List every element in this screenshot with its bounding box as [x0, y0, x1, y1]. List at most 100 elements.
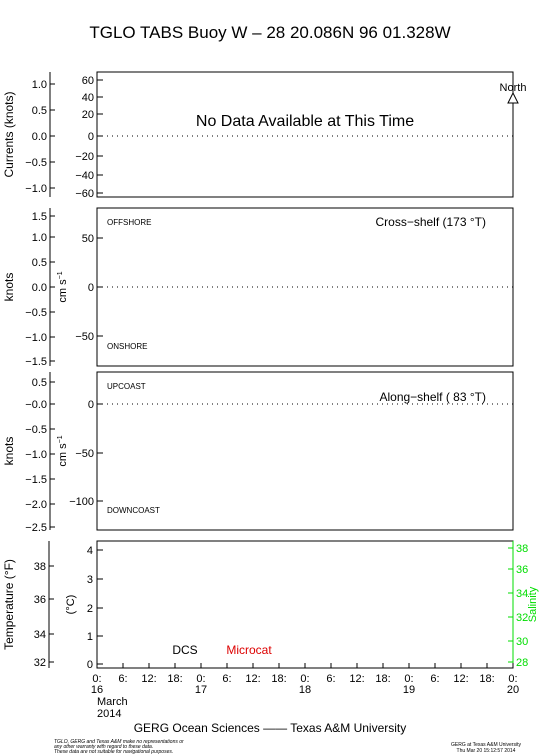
inner-y-label-sup: −1 [57, 435, 64, 443]
left-tick-label: 38 [34, 561, 46, 573]
x-day-label: 17 [195, 684, 207, 696]
salinity-tick-label: 38 [516, 543, 528, 555]
plot-frame [96, 71, 514, 198]
plot-frame [96, 540, 514, 669]
bottom-direction-label: DOWNCOAST [107, 506, 160, 515]
legend-microcat: Microcat [226, 643, 272, 657]
inner-tick-label: 2 [87, 603, 93, 615]
inner-y-label-unit: cm s [57, 443, 69, 467]
footer-credit: GERG Ocean Sciences —— Texas A&M Univers… [134, 721, 407, 735]
left-tick-label: −0.5 [25, 307, 47, 319]
inner-tick-label: 0 [88, 399, 94, 411]
left-tick-label: −0.5 [25, 424, 47, 436]
inner-tick-label: −100 [69, 496, 94, 508]
left-tick-label: 1.0 [32, 79, 47, 91]
disclaimer-line: TGLO, GERG and Texas A&M make no represe… [54, 739, 184, 745]
x-hour-label: 0: [92, 673, 101, 685]
salinity-tick-label: 30 [516, 636, 528, 648]
plot-frame [96, 371, 514, 531]
x-hour-label: 6: [326, 673, 335, 685]
inner-tick-label: 0 [87, 659, 93, 671]
x-day-label: 20 [507, 684, 519, 696]
x-day-label: 16 [91, 684, 103, 696]
y-axis-label: knots [2, 437, 16, 466]
inner-tick-label: −20 [75, 151, 94, 163]
left-tick-label: −0.0 [25, 399, 47, 411]
salinity-tick-label: 34 [516, 588, 528, 600]
left-tick-label: −2.0 [25, 499, 47, 511]
inner-tick-label: 0 [88, 282, 94, 294]
x-hour-label: 12: [453, 673, 468, 685]
x-month-label: March [97, 696, 128, 708]
north-arrow-icon [507, 91, 519, 104]
x-hour-label: 12: [141, 673, 156, 685]
x-hour-label: 0: [508, 673, 517, 685]
x-hour-label: 12: [349, 673, 364, 685]
inner-y-label: (°C) [65, 595, 77, 615]
inner-tick-label: 50 [82, 233, 94, 245]
panel-annotation: Cross−shelf (173 °T) [375, 215, 486, 229]
left-tick-label: 0.0 [32, 282, 47, 294]
stamp-line: Thu Mar 20 15:12:57 2014 [457, 748, 516, 754]
inner-tick-label: −50 [75, 331, 94, 343]
left-tick-label: 32 [34, 657, 46, 669]
left-tick-label: −1.5 [25, 356, 47, 368]
x-hour-label: 18: [375, 673, 390, 685]
left-tick-label: 36 [34, 594, 46, 606]
left-tick-label: 0.0 [32, 131, 47, 143]
disclaimer-text: TGLO, GERG and Texas A&M make no represe… [54, 739, 184, 755]
disclaimer-line: These data are not suitable for navigati… [54, 749, 173, 755]
salinity-tick-label: 28 [516, 657, 528, 669]
inner-tick-label: 20 [82, 109, 94, 121]
left-tick-label: 0.5 [32, 257, 47, 269]
top-direction-label: UPCOAST [107, 382, 146, 391]
inner-tick-label: 1 [87, 631, 93, 643]
salinity-tick-label: 32 [516, 612, 528, 624]
inner-tick-label: 0 [88, 131, 94, 143]
chart-panels: 1.00.50.0−0.5−1.06040200−20−40−60Current… [2, 71, 539, 671]
left-tick-label: 1.5 [32, 211, 47, 223]
inner-y-label: cm s−1 [57, 271, 69, 302]
left-tick-label: 0.5 [32, 105, 47, 117]
x-hour-label: 18: [271, 673, 286, 685]
x-hour-label: 0: [196, 673, 205, 685]
salinity-axis-label: Salinity [527, 586, 539, 622]
inner-tick-label: 40 [82, 92, 94, 104]
inner-tick-label: 60 [82, 75, 94, 87]
inner-tick-label: −50 [75, 448, 94, 460]
x-hour-label: 12: [245, 673, 260, 685]
inner-y-label-unit: cm s [57, 279, 69, 303]
inner-tick-label: −60 [75, 188, 94, 200]
left-tick-label: −2.5 [25, 522, 47, 534]
stamp-line: GERG at Texas A&M University [451, 742, 521, 748]
inner-y-label-sup: −1 [57, 271, 64, 279]
north-label: North [500, 82, 527, 94]
x-hour-label: 18: [167, 673, 182, 685]
x-year-label: 2014 [97, 708, 121, 720]
panel-annotation: Along−shelf ( 83 °T) [379, 390, 486, 404]
panel-currents: 1.0 0.5 0.0 −0.5 −1.0 60 40 20 0 −20 −40 −60 Current… [2, 71, 527, 200]
left-tick-label: −1.0 [25, 332, 47, 344]
y-axis-label: Temperature (°F) [2, 559, 16, 650]
disclaimer-line: any other warranty with regard to these … [54, 744, 153, 750]
top-direction-label: OFFSHORE [107, 218, 151, 227]
left-tick-label: 1.0 [32, 232, 47, 244]
bottom-direction-label: ONSHORE [107, 342, 147, 351]
x-hour-label: 6: [222, 673, 231, 685]
inner-y-label: cm s−1 [57, 435, 69, 466]
x-day-label: 19 [403, 684, 415, 696]
plot-frame [96, 207, 514, 367]
left-tick-label: −0.5 [25, 157, 47, 169]
inner-tick-label: −40 [75, 170, 94, 182]
left-tick-label: 34 [34, 629, 46, 641]
left-tick-label: −1.5 [25, 474, 47, 486]
x-hour-label: 6: [430, 673, 439, 685]
no-data-message: No Data Available at This Time [196, 113, 414, 130]
left-tick-label: 0.5 [32, 377, 47, 389]
legend-dcs: DCS [172, 643, 197, 657]
x-hour-label: 6: [118, 673, 127, 685]
x-hour-label: 18: [479, 673, 494, 685]
